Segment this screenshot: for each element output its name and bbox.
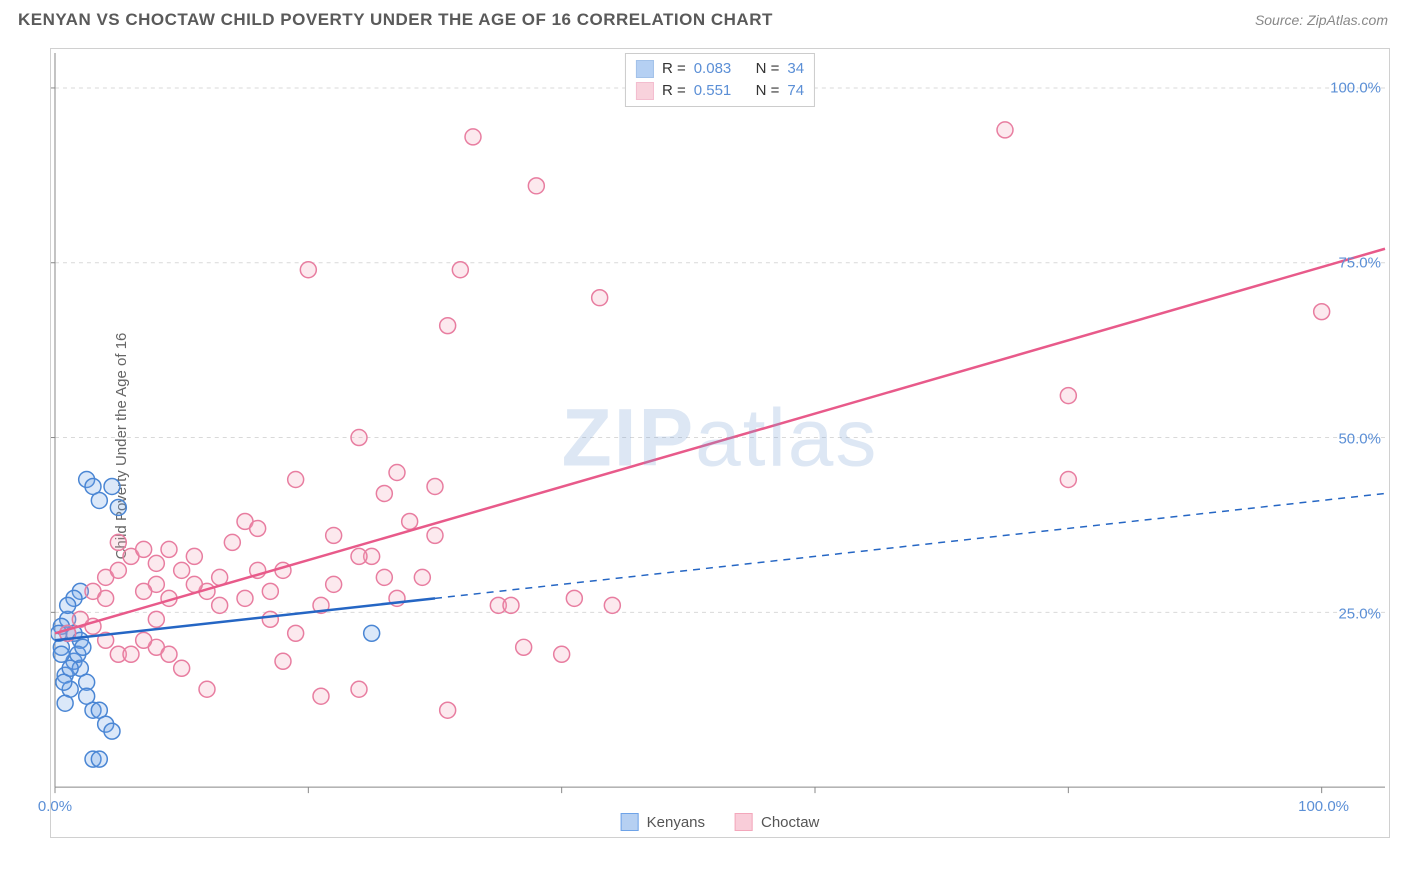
correlation-legend-row: R = 0.551 N = 74 <box>636 80 804 102</box>
correlation-legend: R = 0.083 N = 34 R = 0.551 N = 74 <box>625 53 815 107</box>
y-tick-label: 75.0% <box>1338 255 1381 272</box>
source-label: Source: ZipAtlas.com <box>1255 12 1388 28</box>
legend-swatch <box>636 60 654 78</box>
series-legend: Kenyans Choctaw <box>621 813 820 831</box>
x-tick-label: 100.0% <box>1298 798 1349 815</box>
r-value: 0.083 <box>694 58 732 80</box>
n-label: N = <box>756 80 780 102</box>
n-value: 34 <box>787 58 804 80</box>
series-legend-item: Choctaw <box>735 813 819 831</box>
n-label: N = <box>756 58 780 80</box>
legend-swatch <box>636 82 654 100</box>
r-label: R = <box>662 58 686 80</box>
legend-label: Kenyans <box>647 814 705 831</box>
y-tick-label: 25.0% <box>1338 605 1381 622</box>
series-legend-item: Kenyans <box>621 813 705 831</box>
scatter-plot <box>51 49 1389 837</box>
n-value: 74 <box>787 80 804 102</box>
y-tick-label: 100.0% <box>1330 80 1381 97</box>
r-value: 0.551 <box>694 80 732 102</box>
legend-swatch <box>735 813 753 831</box>
y-tick-label: 50.0% <box>1338 430 1381 447</box>
header: KENYAN VS CHOCTAW CHILD POVERTY UNDER TH… <box>0 0 1406 38</box>
x-tick-label: 0.0% <box>38 798 72 815</box>
chart-title: KENYAN VS CHOCTAW CHILD POVERTY UNDER TH… <box>18 10 773 30</box>
chart-area: ZIPatlas R = 0.083 N = 34 R = 0.551 N = … <box>50 48 1390 838</box>
legend-swatch <box>621 813 639 831</box>
r-label: R = <box>662 80 686 102</box>
correlation-legend-row: R = 0.083 N = 34 <box>636 58 804 80</box>
legend-label: Choctaw <box>761 814 819 831</box>
